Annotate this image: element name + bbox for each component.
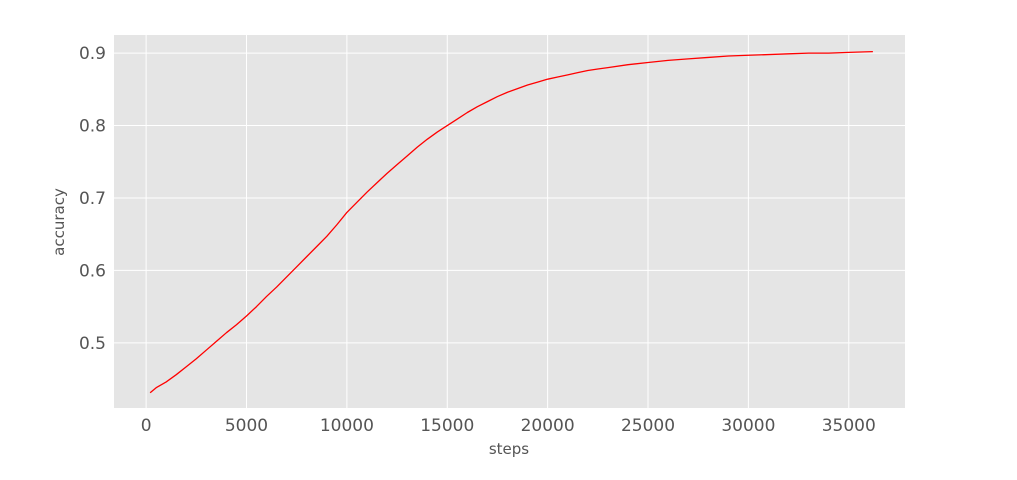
plot-area <box>114 35 905 408</box>
x-tick-label: 15000 <box>420 416 474 436</box>
y-axis-label: accuracy <box>50 188 68 256</box>
tick-labels: 0 5000 10000 15000 20000 25000 30000 35000 0.5 0.… <box>79 44 876 436</box>
x-tick-label: 25000 <box>621 416 675 436</box>
y-tick-label: 0.7 <box>79 189 106 209</box>
series-layer <box>149 51 873 394</box>
x-tick-label: 5000 <box>225 416 268 436</box>
x-tick-label: 35000 <box>822 416 876 436</box>
x-tick-label: 10000 <box>320 416 374 436</box>
x-tick-label: 20000 <box>521 416 575 436</box>
y-tick-label: 0.5 <box>79 334 106 354</box>
y-tick-label: 0.9 <box>79 44 106 64</box>
x-tick-label: 30000 <box>721 416 775 436</box>
accuracy-series-line <box>149 51 873 394</box>
x-tick-label: 0 <box>141 416 152 436</box>
y-tick-label: 0.6 <box>79 261 106 281</box>
x-axis-label: steps <box>489 440 529 458</box>
y-tick-label: 0.8 <box>79 117 106 137</box>
grid-lines <box>114 35 905 408</box>
